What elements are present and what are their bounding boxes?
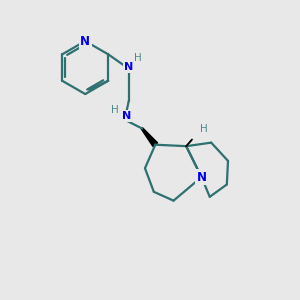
Text: H: H (200, 124, 208, 134)
Text: N: N (80, 34, 90, 48)
Text: H: H (111, 105, 119, 115)
Polygon shape (141, 128, 158, 147)
Text: N: N (122, 111, 131, 121)
Text: H: H (134, 53, 142, 63)
Text: N: N (196, 171, 206, 184)
Text: N: N (124, 62, 134, 72)
